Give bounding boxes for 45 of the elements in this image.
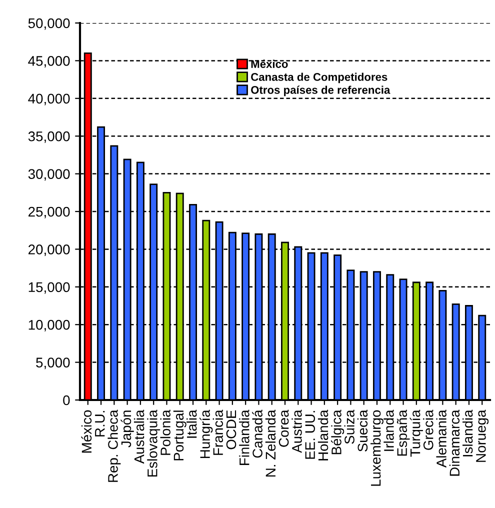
legend-label: México	[251, 60, 288, 68]
x-tick-label: México	[81, 410, 92, 453]
x-tick-label: Francia	[212, 410, 224, 455]
y-tick-label: 35,000	[28, 131, 70, 143]
x-tick-label: Irlanda	[384, 410, 394, 451]
legend-label: Otros países de referencia	[251, 86, 390, 96]
x-tick-label: Canadá	[252, 410, 262, 458]
x-tick-label: Finlandia	[239, 410, 250, 465]
x-tick-label: OCDE	[226, 410, 236, 450]
x-tick-label: Italia	[186, 410, 197, 438]
y-tick-label: 15,000	[28, 282, 70, 294]
x-tick-label: Grecia	[423, 410, 434, 450]
x-tick-label: Suiza	[344, 410, 354, 444]
x-tick-label: Bélgica	[331, 410, 344, 454]
y-tick-label: 20,000	[28, 244, 70, 256]
x-tick-label: Turquía	[410, 410, 423, 457]
y-tick-label: 45,000	[28, 56, 70, 68]
x-tick-label: R.U.	[95, 410, 105, 436]
y-tick-label: 5,000	[36, 358, 70, 370]
y-tick-label: 30,000	[28, 169, 70, 181]
x-tick-label: Corea	[278, 410, 289, 447]
x-tick-label: Portugal	[173, 410, 186, 460]
x-tick-label: Rep. Checa	[108, 410, 121, 482]
y-tick-label: 50,000	[28, 18, 70, 30]
x-tick-label: Suecia	[357, 410, 368, 452]
legend-label: Canasta de Competidores	[251, 72, 388, 84]
x-tick-label: Dinamarca	[449, 410, 460, 476]
x-tick-label: EE. UU.	[305, 410, 316, 459]
x-tick-label: Japón	[120, 410, 134, 448]
x-tick-label: Luxemburgo	[370, 410, 384, 486]
y-tick-label: 40,000	[28, 94, 70, 106]
x-tick-label: Islandia	[462, 410, 473, 456]
x-tick-label: Hungría	[200, 410, 213, 458]
x-tick-label: Austria	[292, 410, 302, 453]
x-tick-label: Australia	[134, 410, 144, 464]
x-tick-label: Polonia	[160, 410, 170, 455]
x-tick-label: Eslovaquia	[147, 410, 160, 477]
x-tick-label: Noruega	[476, 410, 489, 462]
x-tick-label: Holanda	[318, 410, 328, 460]
y-tick-label: 10,000	[28, 320, 70, 332]
x-tick-label: N. Zelanda	[265, 410, 276, 477]
y-tick-label: 0	[63, 395, 70, 406]
x-tick-label: Alemania	[436, 410, 446, 468]
y-tick-label: 25,000	[28, 206, 70, 218]
x-tick-label: España	[396, 410, 410, 456]
